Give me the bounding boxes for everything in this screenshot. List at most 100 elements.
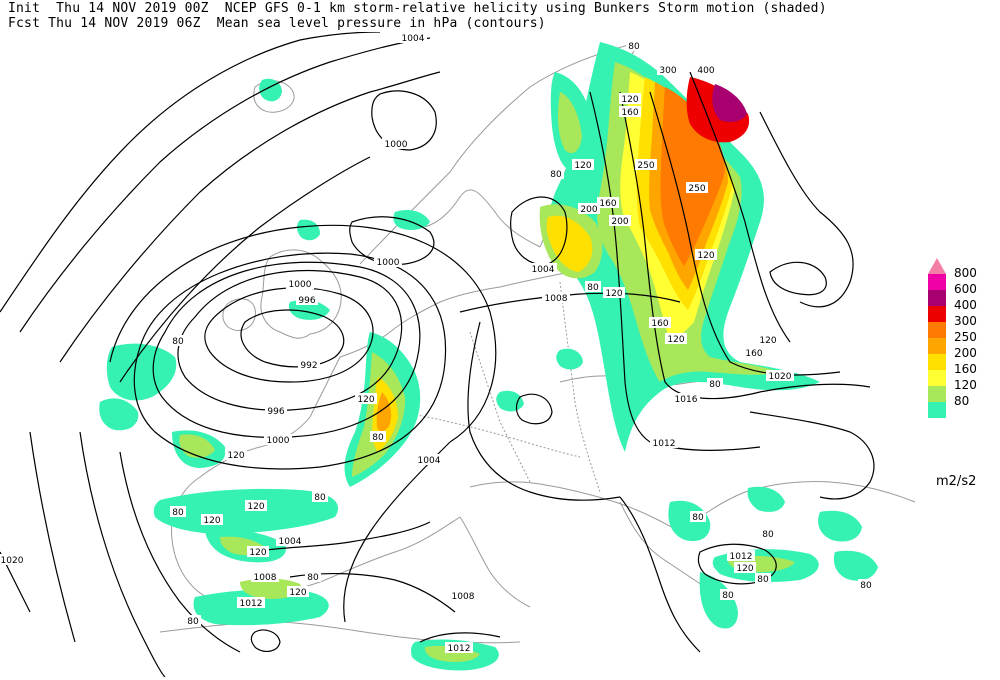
legend-label: 80 xyxy=(954,394,970,408)
srh-label-bg xyxy=(858,579,874,590)
isobar-label-bg xyxy=(415,454,443,465)
srh-label: 80 xyxy=(185,615,201,627)
legend-label: 400 xyxy=(954,298,977,312)
srh-label-text: 80 xyxy=(550,170,562,180)
srh-label: 80 xyxy=(755,573,771,585)
srh-label: 300 xyxy=(657,64,679,76)
isobar-label: 996 xyxy=(296,294,318,306)
srh-label-bg xyxy=(185,615,201,626)
srh-label-text: 400 xyxy=(697,66,714,76)
srh-label-text: 120 xyxy=(203,516,220,526)
srh-label-text: 80 xyxy=(587,283,599,293)
legend-item: 300 xyxy=(928,306,998,328)
srh-label: 120 xyxy=(734,562,756,574)
srh-label-bg xyxy=(760,528,776,539)
srh-label-text: 80 xyxy=(757,575,769,585)
isobar-label: 1020 xyxy=(0,554,26,566)
srh-label-bg xyxy=(572,159,594,170)
srh-label-text: 80 xyxy=(860,581,872,591)
srh-label-bg xyxy=(707,378,723,389)
srh-label: 80 xyxy=(170,335,186,347)
isobar-label-bg xyxy=(251,571,279,582)
srh-label-bg xyxy=(686,182,708,193)
srh-label-bg xyxy=(657,64,679,75)
isobar-label-text: 1012 xyxy=(653,439,676,449)
isobar-label: 1004 xyxy=(399,32,427,44)
srh-label-bg xyxy=(734,562,756,573)
srh-label-text: 80 xyxy=(172,337,184,347)
srh-label: 80 xyxy=(858,579,874,591)
isobar-label-text: 1012 xyxy=(240,599,263,609)
srh-label-text: 80 xyxy=(628,42,640,52)
srh-label-bg xyxy=(635,159,657,170)
srh-label: 160 xyxy=(743,347,765,359)
srh-label: 120 xyxy=(665,333,687,345)
header-line-1: Init Thu 14 NOV 2019 00Z NCEP GFS 0-1 km… xyxy=(8,1,827,16)
srh-label-bg xyxy=(245,500,267,511)
srh-label-bg xyxy=(287,586,309,597)
srh-label-bg xyxy=(690,511,706,522)
srh-label-bg xyxy=(355,393,377,404)
srh-label: 250 xyxy=(686,182,708,194)
srh-label: 120 xyxy=(287,586,309,598)
srh-label-text: 120 xyxy=(247,502,264,512)
srh-label-bg xyxy=(170,506,186,517)
srh-label: 400 xyxy=(695,64,717,76)
srh-label: 120 xyxy=(757,334,779,346)
isobar-label: 1008 xyxy=(542,292,570,304)
srh-label-bg xyxy=(757,334,779,345)
srh-label: 80 xyxy=(690,511,706,523)
isobar-label: 1012 xyxy=(727,550,755,562)
isobar-label-text: 1004 xyxy=(402,34,425,44)
srh-label-bg xyxy=(170,335,186,346)
legend-item: 160 xyxy=(928,354,998,376)
srh-label: 200 xyxy=(609,215,631,227)
isobar-label-bg xyxy=(672,393,700,404)
contour-labels: 1004 1000 1000 1004 1008 1000 996 992 996 1000 100… xyxy=(0,32,794,654)
legend-swatch xyxy=(928,306,946,322)
srh-label-text: 160 xyxy=(599,199,616,209)
srh-label-text: 200 xyxy=(611,217,628,227)
srh-label: 120 xyxy=(201,514,223,526)
srh-label: 120 xyxy=(695,249,717,261)
srh-label-text: 120 xyxy=(289,588,306,598)
isobars xyxy=(0,32,875,677)
srh-label-text: 120 xyxy=(667,335,684,345)
srh-label: 80 xyxy=(585,281,601,293)
isobar-label-bg xyxy=(650,437,678,448)
srh-label-bg xyxy=(225,449,247,460)
legend-item xyxy=(928,402,998,418)
srh-label: 160 xyxy=(619,106,641,118)
srh-label-bg xyxy=(665,333,687,344)
isobar-label-text: 1008 xyxy=(254,573,277,583)
srh-label: 160 xyxy=(597,197,619,209)
srh-label: 80 xyxy=(720,589,736,601)
srh-label-bg xyxy=(370,431,386,442)
isobar-label-bg xyxy=(286,278,314,289)
srh-label-text: 300 xyxy=(659,66,676,76)
isobar-label-text: 992 xyxy=(300,361,317,371)
srh-label-bg xyxy=(619,106,641,117)
legend-label: 120 xyxy=(954,378,977,392)
srh-label: 120 xyxy=(619,93,641,105)
srh-label: 120 xyxy=(245,500,267,512)
legend-label: 160 xyxy=(954,362,977,376)
srh-label-bg xyxy=(649,317,671,328)
isobar-label-text: 996 xyxy=(298,296,315,306)
srh-label-text: 80 xyxy=(307,573,319,583)
isobar-label: 1012 xyxy=(445,642,473,654)
isobar-label-bg xyxy=(399,32,427,43)
isobar-label-text: 1020 xyxy=(1,556,24,566)
srh-label-text: 250 xyxy=(688,184,705,194)
isobar-label-bg xyxy=(766,370,794,381)
isobar-label-text: 1020 xyxy=(769,372,792,382)
srh-label: 250 xyxy=(635,159,657,171)
isobar-label-text: 1012 xyxy=(448,644,471,654)
isobar-label: 1008 xyxy=(449,590,477,602)
legend-label: 600 xyxy=(954,282,977,296)
srh-label-bg xyxy=(305,571,321,582)
srh-label-text: 120 xyxy=(736,564,753,574)
isobar-label-text: 1008 xyxy=(452,592,475,602)
srh-label-bg xyxy=(626,40,642,51)
